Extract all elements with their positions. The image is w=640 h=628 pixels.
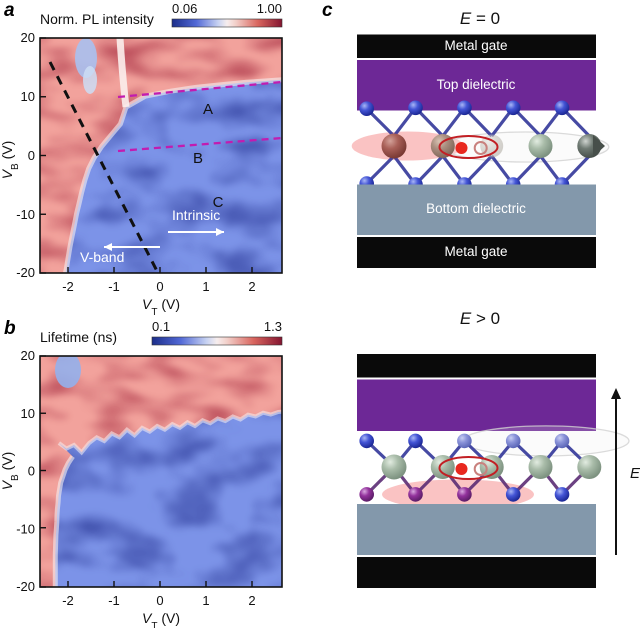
svg-text:1: 1 (202, 279, 209, 294)
svg-text:-20: -20 (16, 265, 35, 280)
svg-text:-2: -2 (62, 279, 74, 294)
svg-text:20: 20 (21, 348, 35, 363)
svg-text:VB (V): VB (V) (0, 452, 21, 491)
svg-text:0: 0 (28, 464, 35, 479)
svg-text:-1: -1 (108, 593, 120, 608)
svg-text:Top dielectric: Top dielectric (437, 77, 516, 92)
svg-text:1.00: 1.00 (257, 1, 282, 16)
svg-text:20: 20 (21, 30, 35, 45)
svg-text:0: 0 (156, 593, 163, 608)
svg-text:-10: -10 (16, 521, 35, 536)
svg-text:E > 0: E > 0 (460, 309, 500, 328)
svg-text:E: E (630, 465, 640, 482)
svg-text:-2: -2 (62, 593, 74, 608)
svg-text:V-band: V-band (80, 249, 124, 265)
svg-text:c: c (322, 0, 333, 21)
svg-text:10: 10 (21, 406, 35, 421)
svg-text:A: A (203, 101, 213, 118)
svg-text:-1: -1 (108, 279, 120, 294)
svg-text:1: 1 (202, 593, 209, 608)
svg-text:Bottom dielectric: Bottom dielectric (426, 201, 526, 216)
svg-text:VT (V): VT (V) (142, 610, 180, 628)
svg-text:1.3: 1.3 (264, 319, 282, 334)
svg-text:-20: -20 (16, 579, 35, 594)
svg-text:Metal gate: Metal gate (444, 244, 507, 259)
svg-text:0: 0 (156, 279, 163, 294)
svg-text:2: 2 (248, 593, 255, 608)
svg-text:VB (V): VB (V) (0, 141, 21, 180)
svg-text:VT (V): VT (V) (142, 296, 180, 318)
svg-text:Lifetime (ns): Lifetime (ns) (40, 329, 117, 345)
svg-text:Norm. PL intensity: Norm. PL intensity (40, 11, 154, 27)
svg-text:-10: -10 (16, 207, 35, 222)
svg-text:E = 0: E = 0 (460, 9, 500, 28)
svg-text:0: 0 (28, 148, 35, 163)
svg-text:10: 10 (21, 89, 35, 104)
svg-text:B: B (193, 150, 203, 167)
svg-text:2: 2 (248, 279, 255, 294)
svg-text:Intrinsic: Intrinsic (172, 207, 220, 223)
svg-text:0.06: 0.06 (172, 1, 197, 16)
svg-text:0.1: 0.1 (152, 319, 170, 334)
svg-text:Metal gate: Metal gate (444, 38, 507, 53)
